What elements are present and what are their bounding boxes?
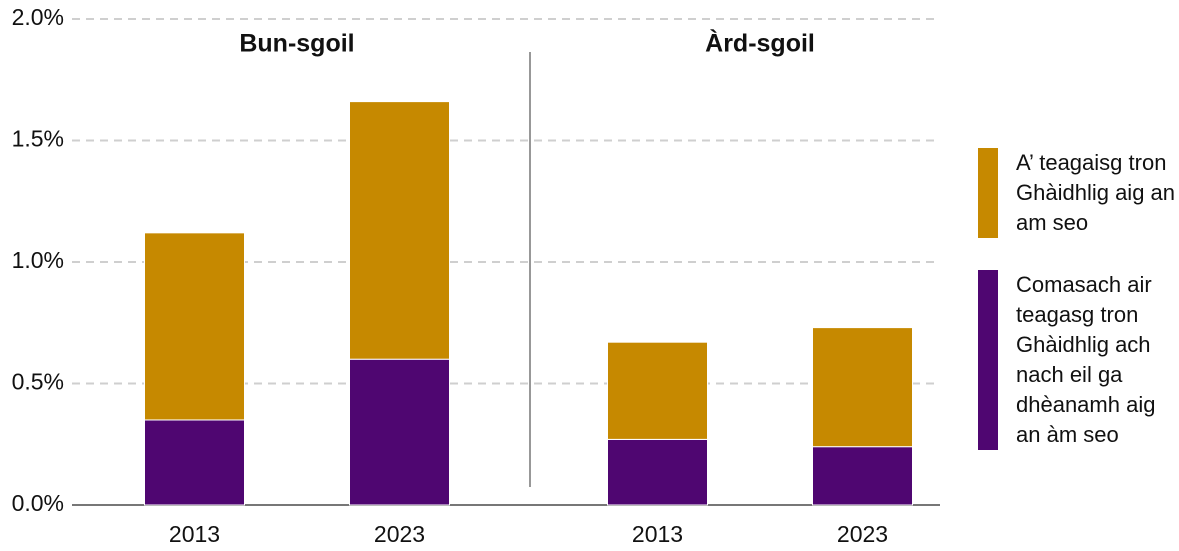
legend-item: A’ teagaisg tron Ghàidhlig aig an am seo <box>978 148 1179 238</box>
legend-swatch <box>978 148 998 238</box>
legend-label: Comasach air teagasg tron Ghàidhlig ach … <box>1016 272 1156 447</box>
x-tick-label: 2013 <box>169 521 220 547</box>
bar-segment <box>812 446 913 506</box>
y-tick-label: 0.0% <box>12 490 64 516</box>
x-tick-label: 2023 <box>837 521 888 547</box>
bar-segment <box>349 358 450 506</box>
y-tick-label: 1.0% <box>12 247 64 273</box>
panel-title: Àrd-sgoil <box>705 29 815 58</box>
bar-segment <box>349 101 450 360</box>
x-tick-label: 2013 <box>632 521 683 547</box>
bar-segment <box>812 327 913 448</box>
bar-segment <box>144 232 245 421</box>
y-tick-label: 1.5% <box>12 126 64 152</box>
bar-segment <box>607 438 708 506</box>
legend-item: Comasach air teagasg tron Ghàidhlig ach … <box>978 270 1179 450</box>
panel-title: Bun-sgoil <box>239 30 354 58</box>
x-tick-label: 2023 <box>374 521 425 547</box>
bar-segment <box>607 341 708 440</box>
y-tick-label: 2.0% <box>12 4 64 30</box>
bar-segment <box>144 419 245 506</box>
legend-label: A’ teagaisg tron Ghàidhlig aig an am seo <box>1016 150 1176 235</box>
legend-swatch <box>978 270 998 450</box>
y-tick-label: 0.5% <box>12 369 64 395</box>
